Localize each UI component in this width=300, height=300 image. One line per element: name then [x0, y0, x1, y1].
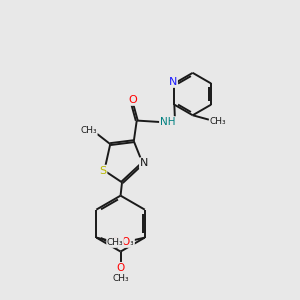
Text: S: S	[99, 166, 106, 176]
Text: CH₃: CH₃	[107, 238, 123, 247]
Text: O: O	[128, 95, 137, 105]
Text: N: N	[140, 158, 148, 168]
Text: O: O	[122, 237, 130, 247]
Text: CH₃: CH₃	[118, 238, 134, 247]
Text: CH₃: CH₃	[112, 274, 129, 283]
Text: N: N	[169, 77, 177, 87]
Text: O: O	[116, 263, 125, 273]
Text: CH₃: CH₃	[209, 117, 226, 126]
Text: O: O	[111, 237, 120, 247]
Text: NH: NH	[160, 117, 176, 127]
Text: CH₃: CH₃	[80, 126, 97, 135]
